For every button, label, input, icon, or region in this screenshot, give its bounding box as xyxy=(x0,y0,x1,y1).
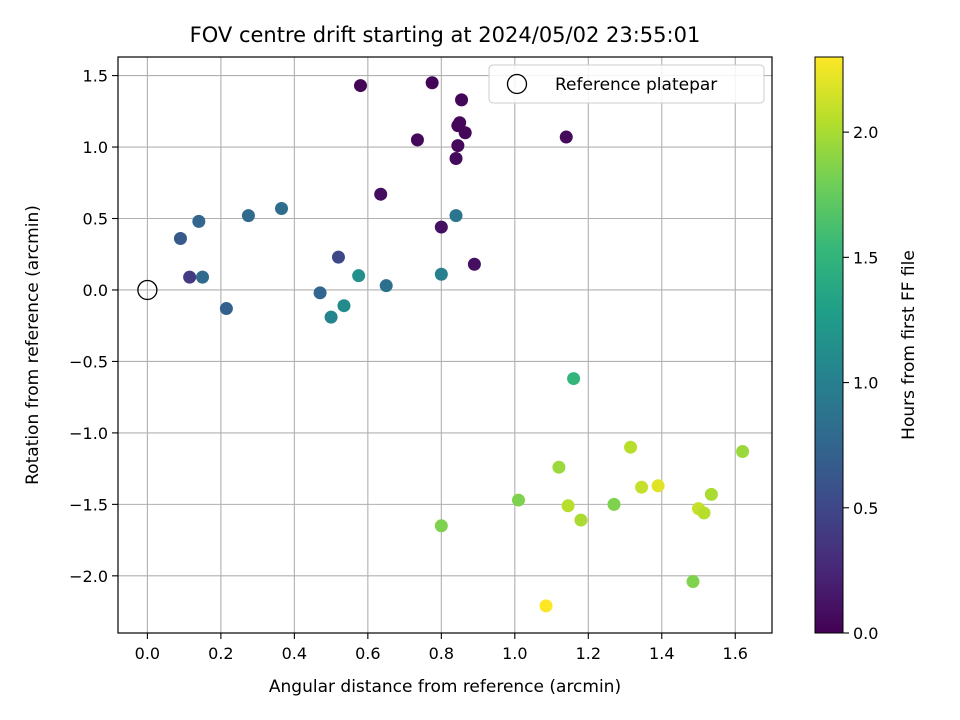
colorbar-ticks: 0.0 0.5 1.0 1.5 2.0 xyxy=(843,123,878,643)
data-point xyxy=(173,232,187,246)
data-point xyxy=(219,302,233,316)
axis-ticks: 0.0 0.2 0.4 0.6 0.8 1.0 1.2 1.4 1.6 1.5 1.0 0.5 0.0 −… xyxy=(69,67,748,663)
data-point xyxy=(453,116,467,130)
data-point xyxy=(736,444,750,458)
data-point xyxy=(331,250,345,264)
legend-box xyxy=(488,64,765,104)
y-tick-label: 1.0 xyxy=(83,138,108,157)
x-tick-label: 0.8 xyxy=(429,644,454,663)
y-axis-label: Rotation from reference (arcmin) xyxy=(23,205,43,485)
data-point xyxy=(434,220,448,234)
data-point xyxy=(561,499,575,513)
legend: Reference platepar xyxy=(488,64,765,104)
data-points xyxy=(137,76,750,613)
data-point xyxy=(241,209,255,223)
x-tick-label: 1.2 xyxy=(576,644,601,663)
y-tick-label: 1.5 xyxy=(83,67,108,86)
data-point xyxy=(434,519,448,533)
data-point xyxy=(425,76,439,90)
data-point xyxy=(449,151,463,165)
x-tick-label: 0.0 xyxy=(135,644,160,663)
y-tick-label: −0.5 xyxy=(69,352,108,371)
data-point xyxy=(635,480,649,494)
data-point xyxy=(458,126,472,140)
data-point xyxy=(275,202,288,216)
data-point xyxy=(455,93,469,107)
data-point xyxy=(552,460,566,474)
x-tick-label: 0.4 xyxy=(282,644,307,663)
colorbar-gradient xyxy=(814,56,844,634)
data-point xyxy=(449,209,463,223)
data-point xyxy=(539,599,553,613)
data-point xyxy=(559,130,573,144)
x-tick-label: 0.2 xyxy=(208,644,233,663)
x-tick-label: 0.6 xyxy=(355,644,380,663)
data-point xyxy=(313,286,327,300)
plot-frame xyxy=(117,56,773,634)
data-point xyxy=(324,310,338,324)
y-tick-label: 0.5 xyxy=(83,210,108,229)
data-point xyxy=(567,372,581,386)
x-tick-label: 1.6 xyxy=(723,644,748,663)
data-point xyxy=(434,267,448,281)
data-point xyxy=(704,487,718,501)
data-point xyxy=(651,479,665,493)
data-point xyxy=(410,133,424,147)
data-point xyxy=(624,440,638,454)
data-point xyxy=(183,270,197,284)
y-tick-label: −1.0 xyxy=(69,424,108,443)
colorbar-tick-label: 1.5 xyxy=(853,248,878,267)
data-point xyxy=(686,575,700,589)
legend-marker-reference xyxy=(506,73,528,95)
data-point xyxy=(192,214,206,228)
data-point xyxy=(607,497,621,511)
data-point xyxy=(353,79,367,93)
colorbar-tick-label: 0.5 xyxy=(853,499,878,518)
data-point xyxy=(574,513,588,527)
data-point xyxy=(374,187,388,201)
data-point xyxy=(697,506,711,520)
y-tick-label: −2.0 xyxy=(69,567,108,586)
reference-platepar-marker xyxy=(137,279,158,301)
data-point xyxy=(451,139,465,153)
data-point xyxy=(511,493,525,507)
grid xyxy=(118,57,772,633)
legend-label-reference: Reference platepar xyxy=(555,75,717,95)
y-tick-label: 0.0 xyxy=(83,281,108,300)
data-point xyxy=(379,279,393,293)
y-tick-label: −1.5 xyxy=(69,495,108,514)
data-point xyxy=(467,257,481,271)
colorbar-label: Hours from first FF file xyxy=(899,250,919,440)
data-point xyxy=(352,269,366,283)
colorbar-tick-label: 1.0 xyxy=(853,374,878,393)
x-tick-label: 1.4 xyxy=(649,644,674,663)
chart-title: FOV centre drift starting at 2024/05/02 … xyxy=(190,23,701,47)
x-axis-label: Angular distance from reference (arcmin) xyxy=(269,677,621,697)
x-tick-label: 1.0 xyxy=(502,644,527,663)
colorbar-tick-label: 0.0 xyxy=(853,624,878,643)
data-point xyxy=(337,299,351,313)
colorbar-tick-label: 2.0 xyxy=(853,123,878,142)
data-point xyxy=(196,270,210,284)
colorbar: 0.0 0.5 1.0 1.5 2.0 Hours from first FF file xyxy=(814,56,919,643)
